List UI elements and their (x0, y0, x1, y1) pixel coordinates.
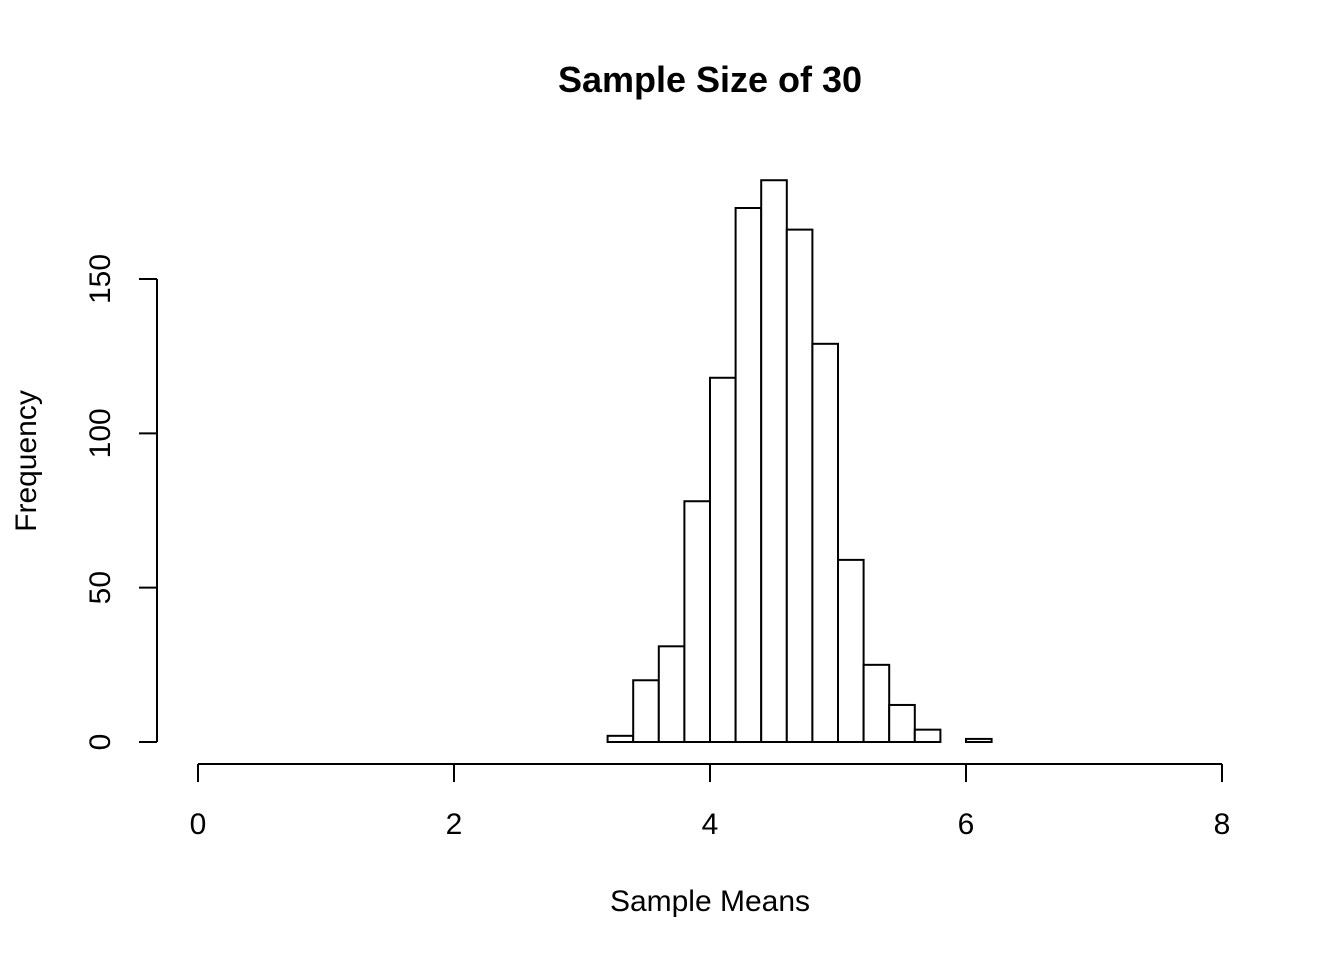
histogram-bar (734, 207, 763, 744)
histogram-bar (606, 734, 635, 743)
histogram-bar (657, 645, 686, 744)
x-axis-label: Sample Means (610, 885, 810, 918)
x-tick-label: 8 (1214, 808, 1231, 841)
histogram-bar (709, 376, 737, 743)
histogram-bar (760, 179, 788, 743)
histogram-bar (913, 728, 942, 743)
y-tick-label: 150 (84, 254, 117, 304)
y-axis-label: Frequency (10, 390, 43, 532)
histogram-bar (632, 679, 660, 743)
histogram-bar (862, 663, 891, 743)
y-tick-label: 100 (84, 408, 117, 458)
x-tick-label: 4 (702, 808, 719, 841)
y-tick-label: 50 (84, 571, 117, 604)
histogram-bar (785, 228, 814, 743)
x-tick-label: 2 (446, 808, 463, 841)
histogram-bar (683, 500, 712, 743)
x-tick-label: 6 (958, 808, 975, 841)
histogram-bar (837, 558, 865, 743)
y-axis-ticks: 0 50 100 150 (84, 254, 157, 750)
chart-title: Sample Size of 30 (558, 59, 862, 100)
histogram-bar (888, 703, 916, 744)
x-tick-label: 0 (190, 808, 207, 841)
x-axis-ticks: 0 2 4 6 8 (190, 764, 1231, 841)
y-tick-label: 0 (84, 734, 117, 751)
histogram-bar (965, 737, 993, 743)
histogram-bar (811, 342, 840, 743)
histogram-bars (606, 179, 993, 744)
